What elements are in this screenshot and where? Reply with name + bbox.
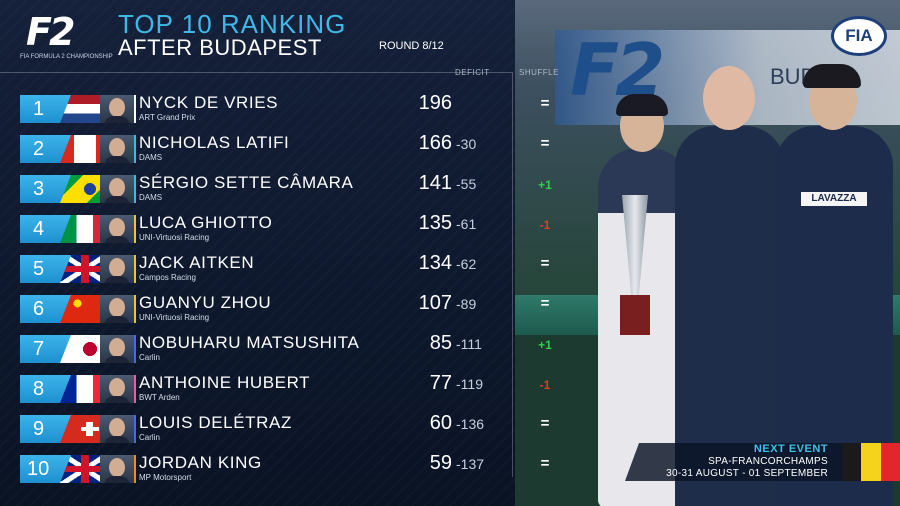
team-name: DAMS [139, 153, 163, 162]
team-name: UNI-Virtuosi Racing [139, 233, 210, 242]
shuffle-indicator: -1 [539, 218, 551, 232]
team-color-bar [134, 375, 136, 403]
ranking-row: 9 LOUIS DELÉTRAZ Carlin 60 -136 = [20, 412, 560, 446]
sponsor-patch: LAVAZZA [801, 192, 867, 206]
ranking-row: 6 GUANYU ZHOU UNI-Virtuosi Racing 107 -8… [20, 292, 560, 326]
points-value: 60 [429, 412, 452, 434]
team-color-bar [134, 415, 136, 443]
team-color-bar [134, 455, 136, 483]
ranking-row: 2 NICHOLAS LATIFI DAMS 166 -30 = [20, 132, 560, 166]
shuffle-indicator: = [540, 135, 550, 152]
page-subtitle: AFTER BUDAPEST [118, 35, 322, 60]
driver-name: LOUIS DELÉTRAZ [139, 413, 292, 432]
deficit-value: -30 [456, 136, 477, 152]
team-color-bar [134, 295, 136, 323]
points-value: 134 [418, 252, 452, 274]
podium-photo: F2 BUDAP LAVAZZA FIA [515, 0, 900, 506]
team-color-bar [134, 255, 136, 283]
ranking-row: 7 NOBUHARU MATSUSHITA Carlin 85 -111 +1 [20, 332, 560, 366]
column-divider [512, 72, 513, 477]
driver-name: LUCA GHIOTTO [139, 213, 273, 232]
fia-badge: FIA [831, 16, 887, 56]
driver-name: ANTHOINE HUBERT [139, 373, 311, 392]
deficit-value: -136 [456, 416, 485, 432]
deficit-value: -89 [456, 296, 477, 312]
page-title: TOP 10 RANKING [118, 9, 347, 39]
deficit-value: -62 [456, 256, 477, 272]
belgium-flag-icon [842, 443, 900, 481]
ranking-row: 5 JACK AITKEN Campos Racing 134 -62 = [20, 252, 560, 286]
driver-avatar [100, 175, 134, 203]
driver-avatar [100, 255, 134, 283]
points-value: 196 [418, 92, 452, 114]
driver-name: GUANYU ZHOU [139, 293, 272, 312]
ranking-row: 3 SÉRGIO SETTE CÂMARA DAMS 141 -55 +1 [20, 172, 560, 206]
deficit-value: -137 [456, 456, 485, 472]
driver-avatar [100, 335, 134, 363]
driver-name: NYCK DE VRIES [139, 93, 279, 112]
ranking-row: 4 LUCA GHIOTTO UNI-Virtuosi Racing 135 -… [20, 212, 560, 246]
f2-logo: F2 FIA FORMULA 2 CHAMPIONSHIP [20, 10, 113, 60]
ranking-row: 8 ANTHOINE HUBERT BWT Arden 77 -119 -1 [20, 372, 560, 406]
next-event-label: NEXT EVENT [753, 443, 828, 455]
driver-name: JACK AITKEN [139, 253, 255, 272]
driver-avatar [100, 455, 134, 483]
ranking-row: 10 JORDAN KING MP Motorsport 59 -137 = [20, 452, 560, 486]
driver-name: NICHOLAS LATIFI [139, 133, 290, 152]
deficit-value: -55 [456, 176, 477, 192]
next-event-panel: NEXT EVENT SPA-FRANCORCHAMPS 30-31 AUGUS… [625, 443, 900, 481]
team-color-bar [134, 335, 136, 363]
driver-avatar [100, 295, 134, 323]
team-color-bar [134, 215, 136, 243]
team-name: ART Grand Prix [139, 113, 196, 122]
driver-name: SÉRGIO SETTE CÂMARA [139, 173, 354, 192]
shuffle-indicator: = [540, 255, 550, 272]
driver-avatar [100, 375, 134, 403]
shuffle-indicator: +1 [538, 338, 552, 352]
logo-subtitle: FIA FORMULA 2 CHAMPIONSHIP [20, 54, 113, 60]
points-value: 77 [429, 372, 452, 394]
team-name: DAMS [139, 193, 163, 202]
deficit-column-header: DEFICIT [455, 68, 490, 77]
driver-avatar [100, 135, 134, 163]
driver-name: NOBUHARU MATSUSHITA [139, 333, 360, 352]
points-value: 59 [429, 452, 452, 474]
shuffle-indicator: = [540, 95, 550, 112]
driver-avatar [100, 95, 134, 123]
points-value: 166 [418, 132, 452, 154]
next-event-venue: SPA-FRANCORCHAMPS [708, 456, 828, 467]
shuffle-column-header: SHUFFLE [519, 68, 559, 77]
driver-name: JORDAN KING [139, 453, 262, 472]
team-color-bar [134, 95, 136, 123]
team-color-bar [134, 175, 136, 203]
header-divider [0, 72, 512, 73]
points-value: 107 [418, 292, 452, 314]
driver-avatar [100, 215, 134, 243]
team-name: MP Motorsport [139, 473, 192, 482]
shuffle-indicator: -1 [539, 378, 551, 392]
deficit-value: -111 [456, 336, 482, 352]
ranking-row: 1 NYCK DE VRIES ART Grand Prix 196 = [20, 92, 560, 126]
points-value: 135 [418, 212, 452, 234]
points-value: 85 [429, 332, 452, 354]
shuffle-indicator: = [540, 295, 550, 312]
team-name: UNI-Virtuosi Racing [139, 313, 210, 322]
team-name: BWT Arden [139, 393, 180, 402]
shuffle-indicator: +1 [538, 178, 552, 192]
team-color-bar [134, 135, 136, 163]
shuffle-indicator: = [540, 415, 550, 432]
points-value: 141 [418, 172, 452, 194]
round-label: ROUND 8/12 [379, 40, 444, 52]
driver-avatar [100, 415, 134, 443]
team-name: Carlin [139, 353, 160, 362]
trophy-icon [620, 195, 650, 345]
shuffle-indicator: = [540, 455, 550, 472]
team-name: Carlin [139, 433, 160, 442]
deficit-value: -61 [456, 216, 477, 232]
next-event-dates: 30-31 AUGUST - 01 SEPTEMBER [666, 468, 828, 479]
team-name: Campos Racing [139, 273, 196, 282]
deficit-value: -119 [456, 376, 483, 392]
